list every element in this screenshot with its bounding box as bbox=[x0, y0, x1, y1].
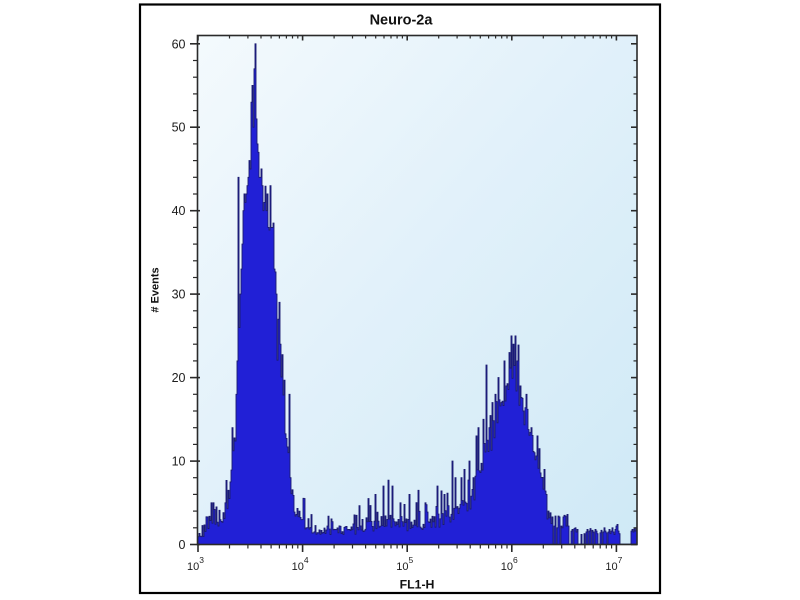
svg-text:10: 10 bbox=[172, 455, 186, 469]
svg-text:20: 20 bbox=[172, 371, 186, 385]
svg-text:30: 30 bbox=[172, 288, 186, 302]
svg-text:50: 50 bbox=[172, 121, 186, 135]
svg-text:0: 0 bbox=[179, 538, 186, 552]
svg-text:FL1-H: FL1-H bbox=[400, 578, 435, 592]
svg-text:60: 60 bbox=[172, 37, 186, 51]
svg-text:40: 40 bbox=[172, 204, 186, 218]
svg-text:Neuro-2a: Neuro-2a bbox=[370, 13, 434, 29]
svg-text:# Events: # Events bbox=[150, 267, 162, 312]
